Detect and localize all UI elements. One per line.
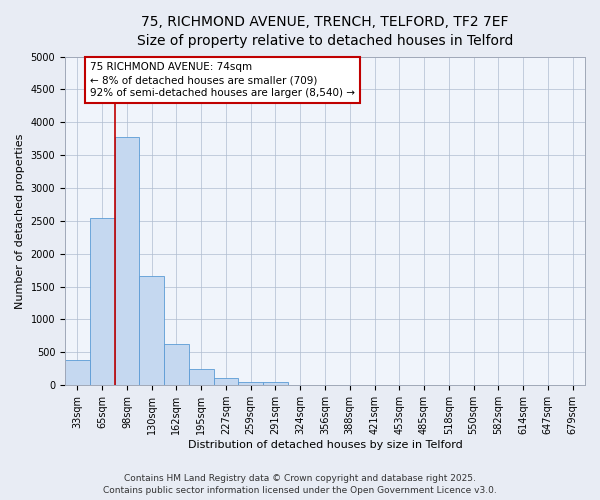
Bar bbox=[189, 369, 214, 385]
Bar bbox=[139, 276, 164, 385]
Bar bbox=[90, 218, 115, 385]
Title: 75, RICHMOND AVENUE, TRENCH, TELFORD, TF2 7EF
Size of property relative to detac: 75, RICHMOND AVENUE, TRENCH, TELFORD, TF… bbox=[137, 15, 513, 48]
Bar bbox=[115, 138, 139, 385]
Bar bbox=[65, 360, 90, 385]
Text: 75 RICHMOND AVENUE: 74sqm
← 8% of detached houses are smaller (709)
92% of semi-: 75 RICHMOND AVENUE: 74sqm ← 8% of detach… bbox=[90, 62, 355, 98]
Bar bbox=[164, 344, 189, 385]
Bar bbox=[214, 378, 238, 385]
Bar bbox=[238, 382, 263, 385]
X-axis label: Distribution of detached houses by size in Telford: Distribution of detached houses by size … bbox=[188, 440, 463, 450]
Text: Contains HM Land Registry data © Crown copyright and database right 2025.
Contai: Contains HM Land Registry data © Crown c… bbox=[103, 474, 497, 495]
Bar bbox=[263, 382, 288, 385]
Y-axis label: Number of detached properties: Number of detached properties bbox=[15, 133, 25, 308]
